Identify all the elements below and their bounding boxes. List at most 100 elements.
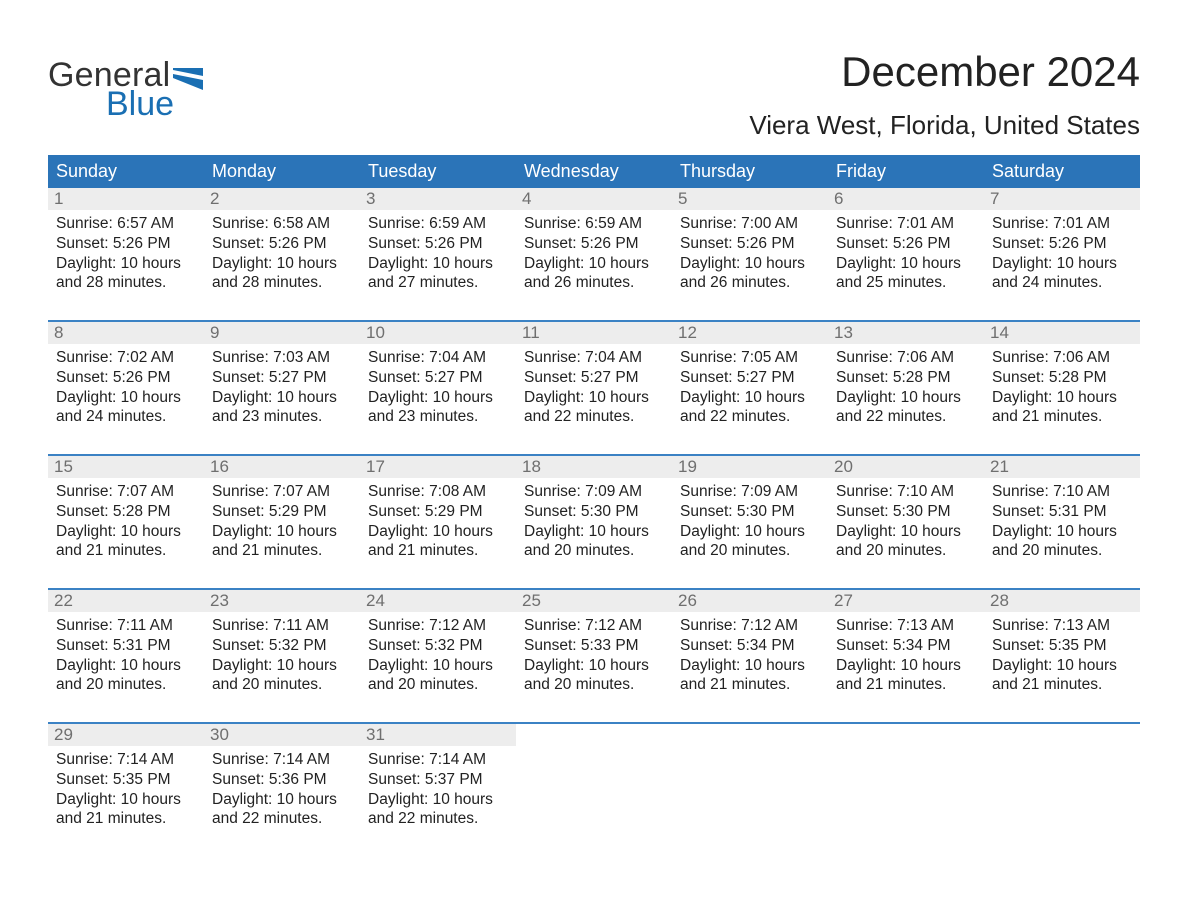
daylight-text-2: and 21 minutes. bbox=[212, 541, 354, 561]
daylight-text-1: Daylight: 10 hours bbox=[836, 388, 978, 408]
day-header: Wednesday bbox=[516, 155, 672, 188]
day-body: Sunrise: 7:13 AMSunset: 5:34 PMDaylight:… bbox=[828, 612, 984, 695]
sunrise-text: Sunrise: 7:07 AM bbox=[212, 482, 354, 502]
sunset-text: Sunset: 5:29 PM bbox=[212, 502, 354, 522]
sunrise-text: Sunrise: 7:14 AM bbox=[368, 750, 510, 770]
sunset-text: Sunset: 5:26 PM bbox=[524, 234, 666, 254]
day-body: Sunrise: 6:59 AMSunset: 5:26 PMDaylight:… bbox=[360, 210, 516, 293]
daylight-text-2: and 22 minutes. bbox=[368, 809, 510, 829]
daylight-text-2: and 24 minutes. bbox=[56, 407, 198, 427]
sunset-text: Sunset: 5:33 PM bbox=[524, 636, 666, 656]
sunset-text: Sunset: 5:34 PM bbox=[680, 636, 822, 656]
page: General Blue December 2024 Viera West, F… bbox=[0, 0, 1188, 856]
day-cell bbox=[828, 724, 984, 856]
day-number: 17 bbox=[360, 456, 516, 478]
day-number: 29 bbox=[48, 724, 204, 746]
day-cell: 3Sunrise: 6:59 AMSunset: 5:26 PMDaylight… bbox=[360, 188, 516, 320]
day-cell: 13Sunrise: 7:06 AMSunset: 5:28 PMDayligh… bbox=[828, 322, 984, 454]
daylight-text-1: Daylight: 10 hours bbox=[212, 790, 354, 810]
sunrise-text: Sunrise: 7:08 AM bbox=[368, 482, 510, 502]
day-body: Sunrise: 7:14 AMSunset: 5:37 PMDaylight:… bbox=[360, 746, 516, 829]
daylight-text-1: Daylight: 10 hours bbox=[56, 522, 198, 542]
sunset-text: Sunset: 5:28 PM bbox=[56, 502, 198, 522]
daylight-text-1: Daylight: 10 hours bbox=[368, 388, 510, 408]
day-number: 3 bbox=[360, 188, 516, 210]
day-cell: 8Sunrise: 7:02 AMSunset: 5:26 PMDaylight… bbox=[48, 322, 204, 454]
day-body: Sunrise: 6:58 AMSunset: 5:26 PMDaylight:… bbox=[204, 210, 360, 293]
daylight-text-1: Daylight: 10 hours bbox=[368, 522, 510, 542]
daylight-text-1: Daylight: 10 hours bbox=[680, 522, 822, 542]
sunrise-text: Sunrise: 7:01 AM bbox=[992, 214, 1134, 234]
daylight-text-2: and 22 minutes. bbox=[524, 407, 666, 427]
day-body: Sunrise: 7:10 AMSunset: 5:30 PMDaylight:… bbox=[828, 478, 984, 561]
daylight-text-1: Daylight: 10 hours bbox=[680, 388, 822, 408]
day-number: 14 bbox=[984, 322, 1140, 344]
day-cell: 15Sunrise: 7:07 AMSunset: 5:28 PMDayligh… bbox=[48, 456, 204, 588]
sunset-text: Sunset: 5:35 PM bbox=[992, 636, 1134, 656]
day-cell: 18Sunrise: 7:09 AMSunset: 5:30 PMDayligh… bbox=[516, 456, 672, 588]
day-cell: 9Sunrise: 7:03 AMSunset: 5:27 PMDaylight… bbox=[204, 322, 360, 454]
sunset-text: Sunset: 5:35 PM bbox=[56, 770, 198, 790]
sunrise-text: Sunrise: 7:06 AM bbox=[836, 348, 978, 368]
sunrise-text: Sunrise: 7:14 AM bbox=[56, 750, 198, 770]
sunrise-text: Sunrise: 7:09 AM bbox=[680, 482, 822, 502]
day-body: Sunrise: 7:04 AMSunset: 5:27 PMDaylight:… bbox=[516, 344, 672, 427]
daylight-text-1: Daylight: 10 hours bbox=[56, 656, 198, 676]
daylight-text-2: and 22 minutes. bbox=[836, 407, 978, 427]
daylight-text-1: Daylight: 10 hours bbox=[212, 254, 354, 274]
day-number: 4 bbox=[516, 188, 672, 210]
day-number: 13 bbox=[828, 322, 984, 344]
day-cell: 31Sunrise: 7:14 AMSunset: 5:37 PMDayligh… bbox=[360, 724, 516, 856]
sunset-text: Sunset: 5:26 PM bbox=[368, 234, 510, 254]
day-body: Sunrise: 7:03 AMSunset: 5:27 PMDaylight:… bbox=[204, 344, 360, 427]
daylight-text-2: and 26 minutes. bbox=[680, 273, 822, 293]
day-body: Sunrise: 7:14 AMSunset: 5:35 PMDaylight:… bbox=[48, 746, 204, 829]
day-number: 16 bbox=[204, 456, 360, 478]
sunset-text: Sunset: 5:27 PM bbox=[680, 368, 822, 388]
sunrise-text: Sunrise: 7:11 AM bbox=[212, 616, 354, 636]
sunset-text: Sunset: 5:27 PM bbox=[212, 368, 354, 388]
sunrise-text: Sunrise: 7:06 AM bbox=[992, 348, 1134, 368]
daylight-text-2: and 28 minutes. bbox=[212, 273, 354, 293]
day-cell: 11Sunrise: 7:04 AMSunset: 5:27 PMDayligh… bbox=[516, 322, 672, 454]
day-body: Sunrise: 6:59 AMSunset: 5:26 PMDaylight:… bbox=[516, 210, 672, 293]
day-cell: 6Sunrise: 7:01 AMSunset: 5:26 PMDaylight… bbox=[828, 188, 984, 320]
day-cell: 24Sunrise: 7:12 AMSunset: 5:32 PMDayligh… bbox=[360, 590, 516, 722]
day-cell: 10Sunrise: 7:04 AMSunset: 5:27 PMDayligh… bbox=[360, 322, 516, 454]
sunrise-text: Sunrise: 7:05 AM bbox=[680, 348, 822, 368]
day-cell: 14Sunrise: 7:06 AMSunset: 5:28 PMDayligh… bbox=[984, 322, 1140, 454]
sunrise-text: Sunrise: 7:12 AM bbox=[524, 616, 666, 636]
day-cell: 29Sunrise: 7:14 AMSunset: 5:35 PMDayligh… bbox=[48, 724, 204, 856]
sunset-text: Sunset: 5:36 PM bbox=[212, 770, 354, 790]
daylight-text-2: and 20 minutes. bbox=[368, 675, 510, 695]
day-body: Sunrise: 7:14 AMSunset: 5:36 PMDaylight:… bbox=[204, 746, 360, 829]
sunset-text: Sunset: 5:29 PM bbox=[368, 502, 510, 522]
sunset-text: Sunset: 5:26 PM bbox=[56, 368, 198, 388]
day-number: 30 bbox=[204, 724, 360, 746]
day-number: 25 bbox=[516, 590, 672, 612]
daylight-text-2: and 20 minutes. bbox=[524, 675, 666, 695]
sunset-text: Sunset: 5:30 PM bbox=[680, 502, 822, 522]
daylight-text-1: Daylight: 10 hours bbox=[56, 254, 198, 274]
daylight-text-1: Daylight: 10 hours bbox=[992, 254, 1134, 274]
day-cell: 26Sunrise: 7:12 AMSunset: 5:34 PMDayligh… bbox=[672, 590, 828, 722]
day-body: Sunrise: 7:12 AMSunset: 5:34 PMDaylight:… bbox=[672, 612, 828, 695]
day-number: 1 bbox=[48, 188, 204, 210]
day-number: 2 bbox=[204, 188, 360, 210]
sunrise-text: Sunrise: 7:13 AM bbox=[836, 616, 978, 636]
sunset-text: Sunset: 5:34 PM bbox=[836, 636, 978, 656]
sunrise-text: Sunrise: 7:14 AM bbox=[212, 750, 354, 770]
day-number: 18 bbox=[516, 456, 672, 478]
sunset-text: Sunset: 5:32 PM bbox=[212, 636, 354, 656]
day-number: 10 bbox=[360, 322, 516, 344]
daylight-text-2: and 27 minutes. bbox=[368, 273, 510, 293]
sunrise-text: Sunrise: 7:09 AM bbox=[524, 482, 666, 502]
day-number: 5 bbox=[672, 188, 828, 210]
daylight-text-2: and 21 minutes. bbox=[992, 407, 1134, 427]
month-title: December 2024 bbox=[749, 48, 1140, 96]
day-body: Sunrise: 7:08 AMSunset: 5:29 PMDaylight:… bbox=[360, 478, 516, 561]
daylight-text-1: Daylight: 10 hours bbox=[836, 656, 978, 676]
day-cell bbox=[672, 724, 828, 856]
daylight-text-1: Daylight: 10 hours bbox=[524, 656, 666, 676]
day-body: Sunrise: 7:11 AMSunset: 5:31 PMDaylight:… bbox=[48, 612, 204, 695]
